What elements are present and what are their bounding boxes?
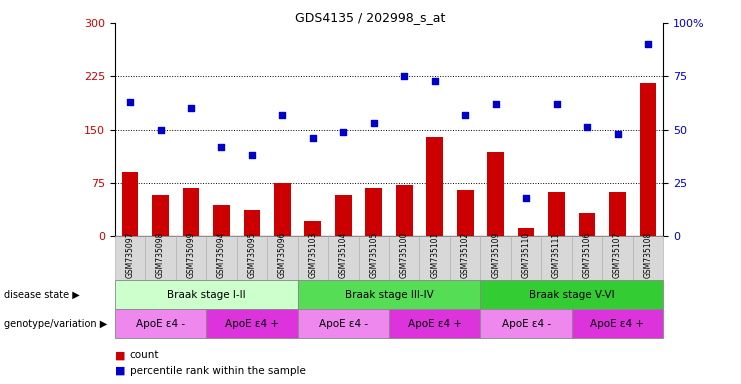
Text: GSM735098: GSM735098 <box>156 232 165 278</box>
Point <box>429 78 441 84</box>
Text: count: count <box>130 350 159 360</box>
Text: ApoE ε4 -: ApoE ε4 - <box>136 318 185 329</box>
Text: Braak stage V-VI: Braak stage V-VI <box>529 290 614 300</box>
Point <box>642 41 654 47</box>
Point <box>611 131 623 137</box>
Bar <box>456 190 473 236</box>
Text: GSM735099: GSM735099 <box>187 232 196 278</box>
Bar <box>518 228 534 236</box>
Text: GSM735101: GSM735101 <box>431 232 439 278</box>
Point <box>307 135 319 141</box>
Text: GSM735100: GSM735100 <box>399 232 409 278</box>
Bar <box>213 205 230 236</box>
Bar <box>305 220 322 236</box>
Text: GSM735095: GSM735095 <box>247 232 256 278</box>
Point <box>185 105 197 111</box>
Text: Braak stage III-IV: Braak stage III-IV <box>345 290 433 300</box>
Bar <box>639 83 657 236</box>
Text: GSM735097: GSM735097 <box>125 232 135 278</box>
Point <box>216 144 227 150</box>
Text: GSM735104: GSM735104 <box>339 232 348 278</box>
Text: disease state ▶: disease state ▶ <box>4 290 79 300</box>
Text: GSM735110: GSM735110 <box>522 232 531 278</box>
Bar <box>335 195 352 236</box>
Text: GSM735103: GSM735103 <box>308 232 317 278</box>
Bar <box>182 188 199 236</box>
Bar <box>488 152 504 236</box>
Text: ■: ■ <box>115 366 125 376</box>
Point <box>551 101 562 107</box>
Text: ApoE ε4 +: ApoE ε4 + <box>225 318 279 329</box>
Bar <box>579 213 596 236</box>
Bar <box>396 185 413 236</box>
Text: GDS4135 / 202998_s_at: GDS4135 / 202998_s_at <box>296 12 445 25</box>
Point <box>337 129 349 135</box>
Text: ApoE ε4 -: ApoE ε4 - <box>502 318 551 329</box>
Text: percentile rank within the sample: percentile rank within the sample <box>130 366 305 376</box>
Bar <box>244 210 260 236</box>
Point <box>368 120 379 126</box>
Text: GSM735109: GSM735109 <box>491 232 500 278</box>
Text: GSM735106: GSM735106 <box>582 232 591 278</box>
Point <box>155 127 167 133</box>
Point <box>581 124 593 131</box>
Text: ApoE ε4 -: ApoE ε4 - <box>319 318 368 329</box>
Point <box>276 112 288 118</box>
Bar <box>152 195 169 236</box>
Text: GSM735096: GSM735096 <box>278 232 287 278</box>
Bar <box>365 188 382 236</box>
Text: GSM735094: GSM735094 <box>217 232 226 278</box>
Text: GSM735111: GSM735111 <box>552 232 561 278</box>
Bar <box>274 183 290 236</box>
Bar <box>548 192 565 236</box>
Point <box>124 99 136 105</box>
Bar <box>122 172 139 236</box>
Bar <box>609 192 626 236</box>
Text: ApoE ε4 +: ApoE ε4 + <box>408 318 462 329</box>
Bar <box>426 137 443 236</box>
Text: ■: ■ <box>115 350 125 360</box>
Text: Braak stage I-II: Braak stage I-II <box>167 290 245 300</box>
Point <box>490 101 502 107</box>
Text: GSM735108: GSM735108 <box>643 232 653 278</box>
Text: GSM735105: GSM735105 <box>369 232 379 278</box>
Point <box>246 152 258 158</box>
Text: ApoE ε4 +: ApoE ε4 + <box>591 318 645 329</box>
Point <box>399 73 411 79</box>
Point <box>520 195 532 201</box>
Point <box>459 112 471 118</box>
Text: GSM735102: GSM735102 <box>461 232 470 278</box>
Text: GSM735107: GSM735107 <box>613 232 622 278</box>
Text: genotype/variation ▶: genotype/variation ▶ <box>4 318 107 329</box>
